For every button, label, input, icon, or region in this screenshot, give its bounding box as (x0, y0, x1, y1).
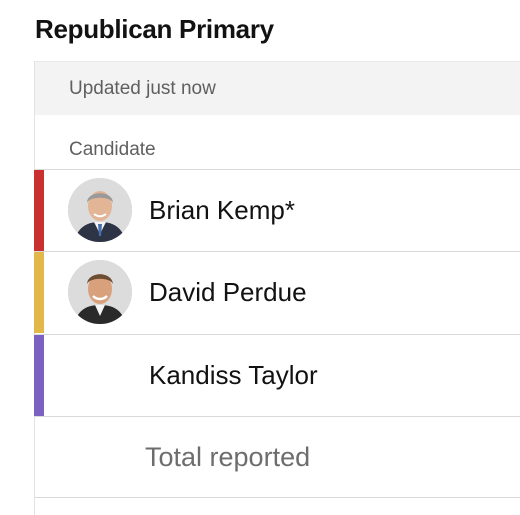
candidate-name: Brian Kemp* (149, 195, 295, 225)
candidate-photo-icon (68, 178, 132, 242)
results-table: Updated just now Candidate Brian Kemp* (34, 61, 520, 515)
candidate-row-perdue: David Perdue (34, 251, 520, 333)
total-reported-label: Total reported (145, 442, 311, 472)
page-title: Republican Primary (35, 14, 274, 44)
candidate-name: David Perdue (149, 277, 307, 307)
party-color-bar (34, 335, 44, 416)
party-color-bar (34, 170, 44, 251)
party-color-bar (34, 252, 44, 333)
candidate-row-kemp: Brian Kemp* (34, 169, 520, 251)
candidate-row-taylor: Kandiss Taylor (34, 334, 520, 416)
total-reported-row: Total reported (35, 416, 520, 498)
candidate-photo-icon (68, 260, 132, 324)
candidate-name: Kandiss Taylor (149, 360, 318, 390)
update-status-text: Updated just now (69, 78, 216, 99)
candidate-column-header: Candidate (69, 139, 156, 160)
update-status-bar: Updated just now (35, 61, 520, 115)
